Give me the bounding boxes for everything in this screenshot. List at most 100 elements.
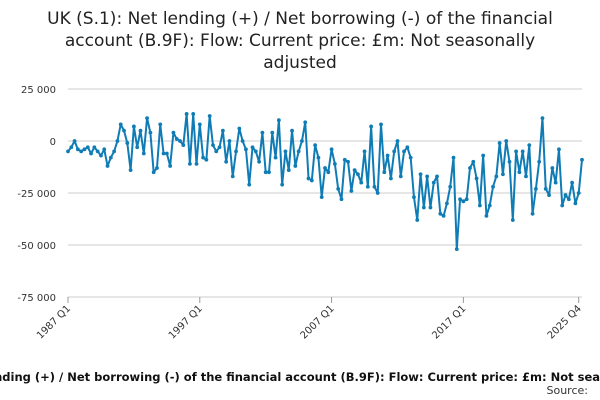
data-point <box>253 149 258 154</box>
data-point <box>481 153 486 158</box>
data-point <box>408 155 413 160</box>
data-point <box>352 168 357 173</box>
data-point <box>458 197 462 202</box>
data-point <box>191 112 196 116</box>
data-point <box>319 195 324 200</box>
x-tick-label: 2007 Q1 <box>299 303 337 341</box>
x-axis: 1987 Q1 1997 Q1 2007 Q1 2017 Q1 2025 Q4 <box>35 297 584 341</box>
data-point <box>79 149 84 154</box>
data-point <box>573 201 578 206</box>
data-point <box>115 139 120 143</box>
data-point <box>454 247 459 252</box>
data-point <box>112 149 117 154</box>
data-point <box>382 170 387 175</box>
data-point <box>227 139 232 143</box>
data-point <box>237 126 242 131</box>
data-point <box>580 157 584 162</box>
data-point <box>448 184 453 189</box>
data-point <box>362 149 367 154</box>
data-point <box>537 159 542 164</box>
data-point <box>161 151 166 156</box>
data-point <box>145 116 149 121</box>
data-point <box>181 143 186 148</box>
data-point <box>306 176 311 181</box>
data-point <box>547 193 551 197</box>
data-point <box>118 122 123 127</box>
data-point <box>66 149 70 154</box>
chart-title-line-1: UK (S.1): Net lending (+) / Net borrowin… <box>47 9 553 29</box>
data-point <box>300 139 304 143</box>
data-point <box>309 178 314 183</box>
data-point <box>247 182 252 187</box>
data-point <box>260 130 265 135</box>
x-tick-label: 2025 Q4 <box>546 303 584 341</box>
data-point <box>412 195 416 200</box>
data-point <box>188 161 192 166</box>
data-point <box>224 159 229 164</box>
data-point <box>336 186 341 191</box>
data-point <box>240 139 245 143</box>
data-point <box>108 155 113 160</box>
data-point <box>273 155 278 160</box>
data-point <box>438 211 443 216</box>
data-point <box>342 157 347 162</box>
data-point <box>178 139 182 143</box>
data-point <box>484 213 489 218</box>
data-point <box>477 203 482 208</box>
data-point <box>425 174 430 179</box>
data-point <box>204 157 209 162</box>
data-point <box>214 149 219 154</box>
data-point <box>89 151 93 156</box>
chart-title-line-3: adjusted <box>263 53 336 73</box>
data-point <box>369 124 374 129</box>
source-label: Source: <box>547 384 589 397</box>
data-point <box>211 143 215 148</box>
data-point <box>553 180 558 185</box>
data-point <box>207 114 212 118</box>
data-point <box>474 176 479 181</box>
data-point <box>125 141 130 145</box>
data-point <box>148 130 153 135</box>
data-point <box>392 149 397 154</box>
y-tick-label: -75 000 <box>17 293 56 304</box>
data-point <box>405 145 410 150</box>
data-point <box>313 143 318 148</box>
x-tick-label: 1987 Q1 <box>35 303 73 341</box>
data-point <box>468 166 472 170</box>
data-point <box>75 147 80 152</box>
data-point <box>451 155 456 160</box>
data-point <box>102 147 107 152</box>
data-point <box>379 122 383 127</box>
data-point <box>158 122 163 127</box>
data-point <box>385 153 390 158</box>
data-point <box>250 145 255 150</box>
data-point <box>290 128 294 133</box>
data-point <box>194 161 199 166</box>
data-point <box>283 149 288 154</box>
gridlines <box>68 88 582 298</box>
data-point <box>128 168 133 173</box>
series-group <box>66 112 584 252</box>
data-point <box>217 145 222 150</box>
y-tick-label: -25 000 <box>17 189 56 200</box>
data-point <box>99 153 103 158</box>
data-point <box>487 203 492 208</box>
data-point <box>72 139 77 143</box>
data-point <box>464 197 469 202</box>
data-point <box>131 124 136 129</box>
data-point <box>171 130 176 135</box>
data-point <box>530 211 535 216</box>
data-point <box>494 174 499 179</box>
data-point <box>135 145 140 150</box>
data-point <box>234 149 238 154</box>
data-point <box>82 147 87 152</box>
data-point <box>122 128 126 133</box>
data-point <box>428 205 433 210</box>
data-point <box>524 174 528 179</box>
data-point <box>296 149 301 154</box>
data-point <box>201 155 205 160</box>
data-point <box>326 170 331 175</box>
data-point <box>507 159 512 164</box>
data-point <box>151 170 156 175</box>
